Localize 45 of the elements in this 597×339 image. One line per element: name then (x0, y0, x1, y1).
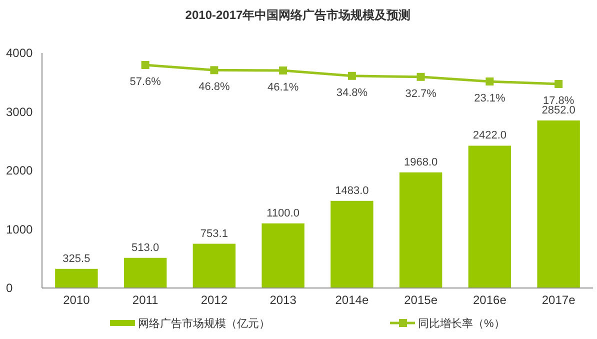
x-tick-label: 2010 (63, 293, 90, 307)
y-tick-label: 3000 (6, 104, 34, 119)
y-tick-label: 4000 (6, 46, 34, 60)
data-label: 2422.0 (472, 130, 507, 142)
y-tick-label: 0 (6, 281, 13, 295)
bar (468, 146, 512, 288)
data-label: 325.5 (62, 252, 90, 265)
point (210, 66, 218, 74)
data-label: 753.1 (200, 228, 228, 240)
bar (55, 268, 98, 288)
x-tick-label: 2011 (132, 293, 159, 307)
y-tick-label: 1000 (6, 222, 34, 236)
data-label: 2852.0 (542, 104, 576, 116)
point (141, 60, 150, 69)
data-label: 513.0 (132, 242, 160, 254)
data-label: 23.1% (474, 92, 506, 104)
bar (399, 172, 442, 288)
point (348, 72, 356, 80)
x-tick-label: 2012 (200, 293, 228, 307)
data-label: 1968.0 (404, 156, 438, 168)
x-tick-label: 2016e (473, 293, 507, 307)
data-label: 46.8% (198, 81, 230, 94)
bar (262, 223, 304, 288)
bar (192, 244, 236, 288)
x-tick-label: 2015e (404, 293, 438, 307)
x-tick-label: 2013 (270, 293, 297, 307)
x-tick-label: 2014e (335, 293, 369, 307)
data-label: 57.6% (130, 76, 162, 88)
bar (330, 200, 374, 288)
chart-title: 2010-2017年中国网络广告市场规模及预测 (185, 8, 411, 22)
point (416, 72, 425, 81)
legend-label: 同比增长率（%） (418, 317, 505, 330)
data-label: 34.8% (336, 86, 368, 99)
y-tick-label: 2000 (6, 164, 34, 178)
bar (124, 258, 167, 288)
data-label: 1100.0 (266, 207, 300, 220)
x-tick-label: 2017e (542, 293, 576, 307)
point (486, 77, 494, 86)
point (279, 66, 288, 74)
bar (537, 120, 580, 288)
data-label: 1483.0 (335, 184, 369, 197)
data-label: 46.1% (267, 81, 299, 94)
data-label: 32.7% (405, 88, 437, 100)
legend-label: 网络广告市场规模（亿元） (138, 317, 270, 330)
point (554, 80, 563, 88)
